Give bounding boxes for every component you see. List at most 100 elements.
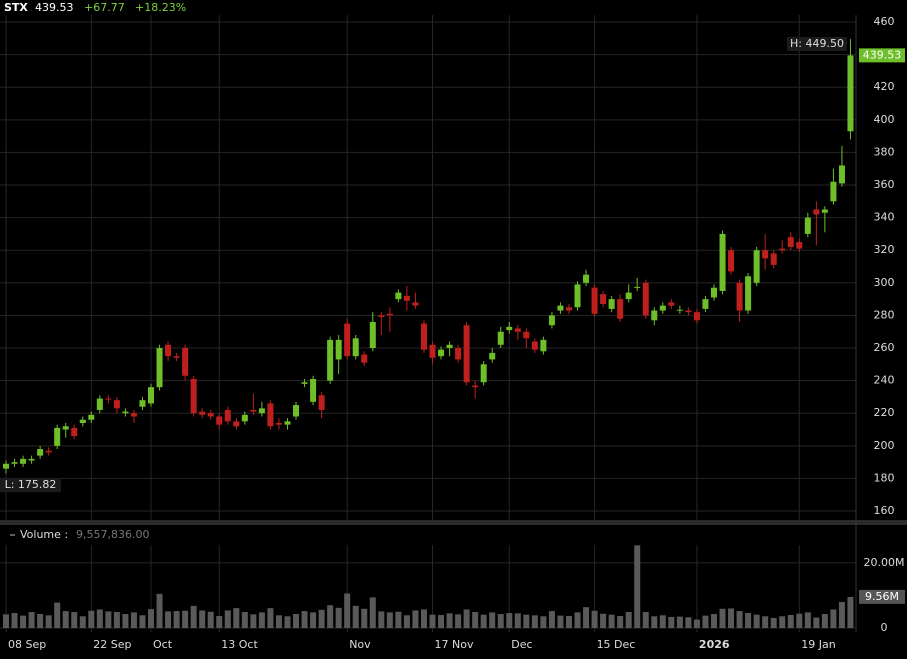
volume-bar (105, 611, 112, 628)
volume-bar (514, 613, 521, 628)
panel-divider (0, 520, 907, 525)
volume-bar (565, 615, 572, 628)
candle-body (96, 398, 103, 410)
candle-body (497, 331, 504, 345)
candle-body (139, 400, 146, 407)
x-tick-label: Nov (349, 638, 371, 651)
volume-bar (548, 611, 555, 628)
volume-bar (45, 615, 52, 628)
candle-body (267, 403, 274, 427)
volume-bar (250, 614, 257, 628)
volume-bar (275, 615, 282, 628)
candle-body (224, 409, 231, 422)
candle-body (600, 294, 607, 305)
candle-body (506, 326, 513, 331)
y-tick-label: 460 (874, 15, 895, 28)
volume-bar (557, 615, 564, 628)
change: +67.77 (84, 1, 125, 14)
candle-body (165, 344, 172, 357)
volume-bar (327, 605, 334, 628)
volume-bar (651, 616, 658, 628)
volume-marker-box (859, 589, 905, 604)
candle-body (156, 348, 163, 388)
candle-body (745, 276, 752, 311)
volume-bar (693, 619, 700, 628)
volume-bar (113, 612, 120, 628)
candle-body (190, 378, 197, 414)
volume-bar (420, 609, 427, 628)
volume-bar (241, 612, 248, 628)
candle-body (148, 387, 155, 404)
change-pct: +18.23% (135, 1, 186, 14)
volume-bar (216, 615, 223, 628)
candle-body (821, 209, 828, 213)
candle-body (122, 411, 129, 414)
volume-bar (3, 614, 9, 628)
candle-body (565, 307, 572, 311)
volume-bar (429, 614, 436, 628)
candle-body (429, 344, 436, 358)
candle-body (642, 282, 649, 316)
y-tick-label: 320 (874, 243, 895, 256)
low-marker: L: 175.82 (5, 478, 57, 491)
candle-body (386, 313, 393, 316)
volume-bar (506, 613, 513, 628)
volume-bar (583, 607, 590, 628)
candle-body (651, 310, 658, 321)
candle-body (301, 382, 308, 384)
candle-body (813, 209, 820, 215)
candle-body (45, 450, 52, 453)
volume-bar (173, 611, 180, 628)
y-tick-label: 420 (874, 80, 895, 93)
candle-body (318, 395, 325, 410)
y-tick-label: 240 (874, 374, 895, 387)
volume-bar (762, 616, 769, 628)
candle-body (719, 233, 726, 291)
volume-label: Volume : (20, 528, 68, 541)
volume-bar (233, 608, 240, 628)
candle-body (88, 414, 95, 420)
volume-bar (523, 614, 530, 628)
volume-bar (62, 611, 69, 628)
y-tick-label: 180 (874, 471, 895, 484)
volume-bar (540, 616, 547, 628)
candle-body (710, 287, 717, 298)
y-tick-label: 380 (874, 145, 895, 158)
candle-body (3, 463, 9, 469)
volume-bar (787, 614, 794, 628)
y-tick-label: 160 (874, 504, 895, 517)
candle-body (634, 286, 641, 288)
volume-bar (676, 616, 683, 628)
high-marker: H: 449.50 (790, 37, 844, 50)
volume-bar (403, 615, 410, 628)
candle-body (275, 423, 282, 425)
volume-bar (830, 609, 837, 628)
volume-bar (28, 612, 35, 628)
volume-bar (796, 613, 803, 628)
volume-bar (745, 613, 752, 628)
candle-body (395, 292, 402, 300)
candle-body (446, 344, 453, 349)
volume-bar (600, 613, 607, 628)
volume-bar (531, 615, 538, 628)
volume-bar (139, 615, 146, 628)
candle-body (335, 339, 342, 360)
volume-bar (489, 612, 496, 628)
volume-bar (224, 610, 231, 628)
candle-body (369, 321, 376, 349)
volume-bar (284, 616, 291, 628)
candle-body (207, 413, 214, 417)
candle-body (105, 398, 112, 400)
volume-bar (156, 593, 163, 628)
x-tick-label: 19 Jan (801, 638, 835, 651)
candle-body (130, 413, 137, 417)
volume-bar (412, 610, 419, 628)
candle-body (668, 302, 675, 306)
y-tick-label: 360 (874, 178, 895, 191)
volume-bar (719, 608, 726, 628)
candle-body (258, 408, 265, 414)
volume-bar (20, 615, 27, 628)
